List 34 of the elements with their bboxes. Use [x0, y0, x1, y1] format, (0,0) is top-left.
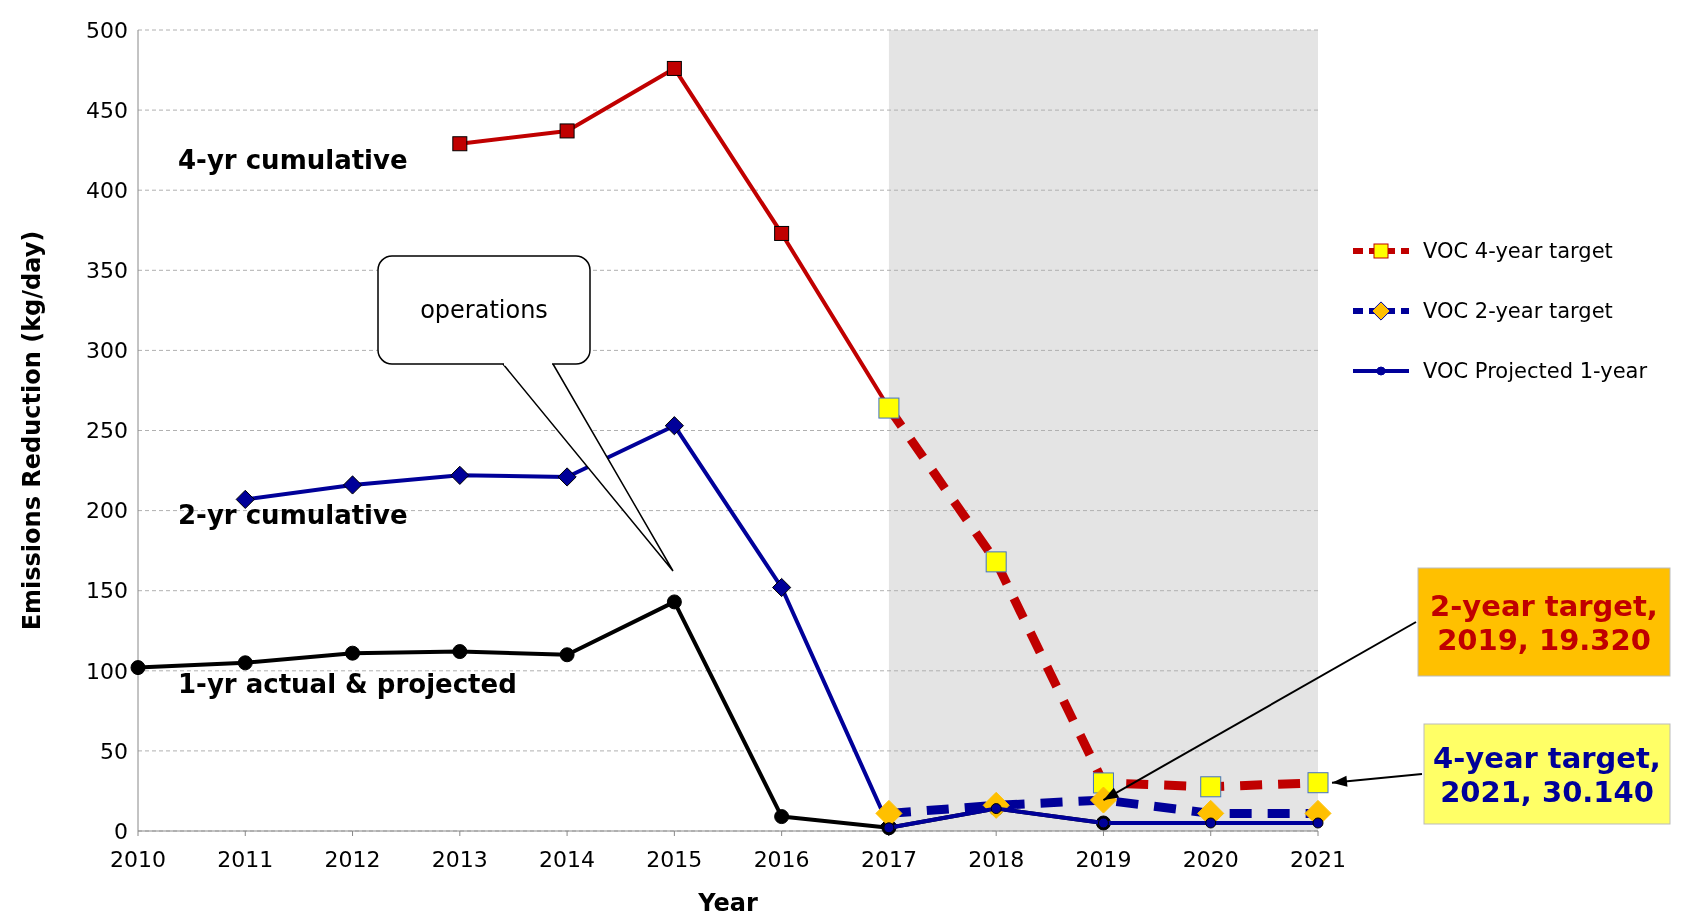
x-tick-label: 2019: [1075, 847, 1132, 872]
y-tick-label: 200: [86, 498, 128, 524]
x-axis-title: Year: [697, 889, 758, 917]
text: 4-year target, 2021, 30.140: [1433, 741, 1661, 809]
y-tick-label: 450: [86, 97, 128, 123]
x-tick-label: 2011: [217, 847, 274, 872]
x-tick-label: 2018: [968, 847, 1025, 872]
y-tick-label: 400: [86, 177, 128, 203]
legend-label: VOC Projected 1-year: [1423, 359, 1648, 384]
y-tick-label: 300: [86, 338, 128, 364]
y-tick-label: 0: [114, 818, 128, 844]
x-tick-label: 2020: [1182, 847, 1239, 872]
y-tick-label: 350: [86, 258, 128, 283]
series-label: 1-yr actual & projected: [178, 668, 517, 699]
legend-label: VOC 2-year target: [1423, 299, 1613, 324]
annotation: operations: [420, 296, 548, 325]
x-tick-label: 2021: [1290, 847, 1346, 872]
x-tick-label: 2013: [431, 847, 488, 872]
y-tick-label: 250: [86, 418, 128, 444]
annotation: 2-year target, 2019, 19.320: [1430, 589, 1658, 657]
series-label: 2-yr cumulative: [178, 500, 408, 531]
y-tick-label: 50: [100, 738, 128, 764]
x-tick-label: 2017: [860, 847, 917, 872]
y-axis-title: Emissions Reduction (kg/day): [18, 230, 46, 631]
y-tick-label: 500: [86, 17, 128, 43]
x-tick-label: 2010: [110, 847, 166, 872]
x-tick-label: 2015: [646, 847, 703, 872]
y-tick-label: 100: [86, 658, 128, 684]
x-tick-label: 2012: [324, 847, 381, 872]
x-tick-label: 2016: [753, 847, 810, 872]
series-label: 4-yr cumulative: [178, 144, 408, 175]
x-tick-label: 2014: [539, 847, 596, 872]
legend-label: VOC 4-year target: [1423, 239, 1613, 264]
y-tick-label: 150: [86, 578, 128, 604]
